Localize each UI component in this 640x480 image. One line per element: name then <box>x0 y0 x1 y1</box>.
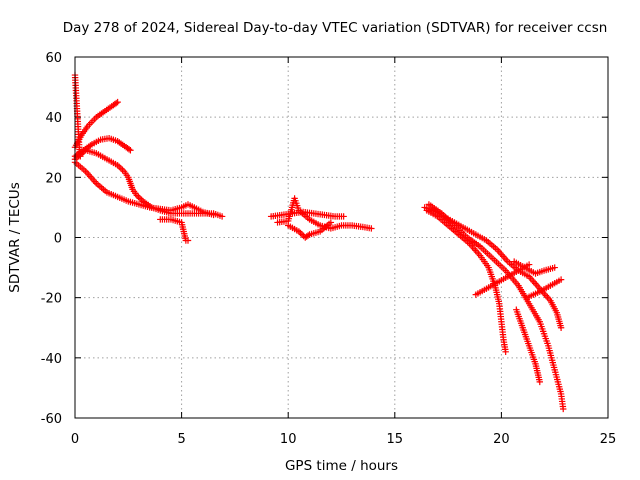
series-track-13 <box>513 306 543 386</box>
data-point-marker <box>210 211 217 219</box>
x-tick-label: 15 <box>387 432 404 447</box>
data-point-marker <box>368 225 375 232</box>
data-point-marker <box>557 276 565 283</box>
x-tick-label: 10 <box>280 432 297 447</box>
data-point-marker <box>184 237 192 244</box>
data-point-marker <box>502 348 509 356</box>
y-tick-label: -20 <box>41 292 62 307</box>
data-point-marker <box>127 147 134 154</box>
chart-title: Day 278 of 2024, Sidereal Day-to-day VTE… <box>63 20 608 36</box>
series-track-6 <box>157 216 192 244</box>
y-tick-label: -60 <box>41 412 62 427</box>
data-point-marker <box>525 261 533 268</box>
series-track-5 <box>71 159 217 219</box>
series-track-12 <box>425 201 567 413</box>
x-tick-label: 0 <box>71 432 79 447</box>
series-track-15 <box>510 258 558 277</box>
x-axis-label: GPS time / hours <box>285 458 398 474</box>
x-tick-label: 25 <box>600 432 617 447</box>
plot-frame <box>74 56 609 419</box>
x-tick-label: 20 <box>493 432 510 447</box>
data-point-marker <box>560 405 567 413</box>
grid <box>75 57 608 418</box>
data-point-marker <box>119 166 126 174</box>
data-point-marker <box>117 165 125 172</box>
data-point-marker <box>136 195 144 202</box>
data-point-marker <box>304 232 312 239</box>
y-tick-label: -40 <box>41 352 62 367</box>
series-track-9 <box>285 219 335 241</box>
data-points <box>71 71 567 413</box>
y-axis-label: SDTVAR / TECUs <box>7 182 23 292</box>
data-point-marker <box>551 264 558 271</box>
data-point-marker <box>536 378 543 386</box>
y-tick-label: 60 <box>45 51 62 66</box>
data-point-marker <box>125 146 133 153</box>
x-tick-label: 5 <box>177 432 185 447</box>
axis-ticks: 0 5 10 15 20 25 -60 -40 -20 0 20 40 60 <box>41 51 617 447</box>
data-point-marker <box>557 324 565 331</box>
series-track-8 <box>274 195 375 232</box>
data-point-marker <box>340 213 347 220</box>
data-point-marker <box>114 98 121 106</box>
y-tick-label: 20 <box>45 171 62 186</box>
data-point-marker <box>113 99 120 107</box>
data-point-marker <box>218 213 226 220</box>
data-point-marker <box>327 219 335 226</box>
series-track-16 <box>523 276 565 301</box>
y-tick-label: 0 <box>54 232 62 247</box>
data-point-marker <box>135 193 142 201</box>
y-tick-label: 40 <box>45 111 62 126</box>
